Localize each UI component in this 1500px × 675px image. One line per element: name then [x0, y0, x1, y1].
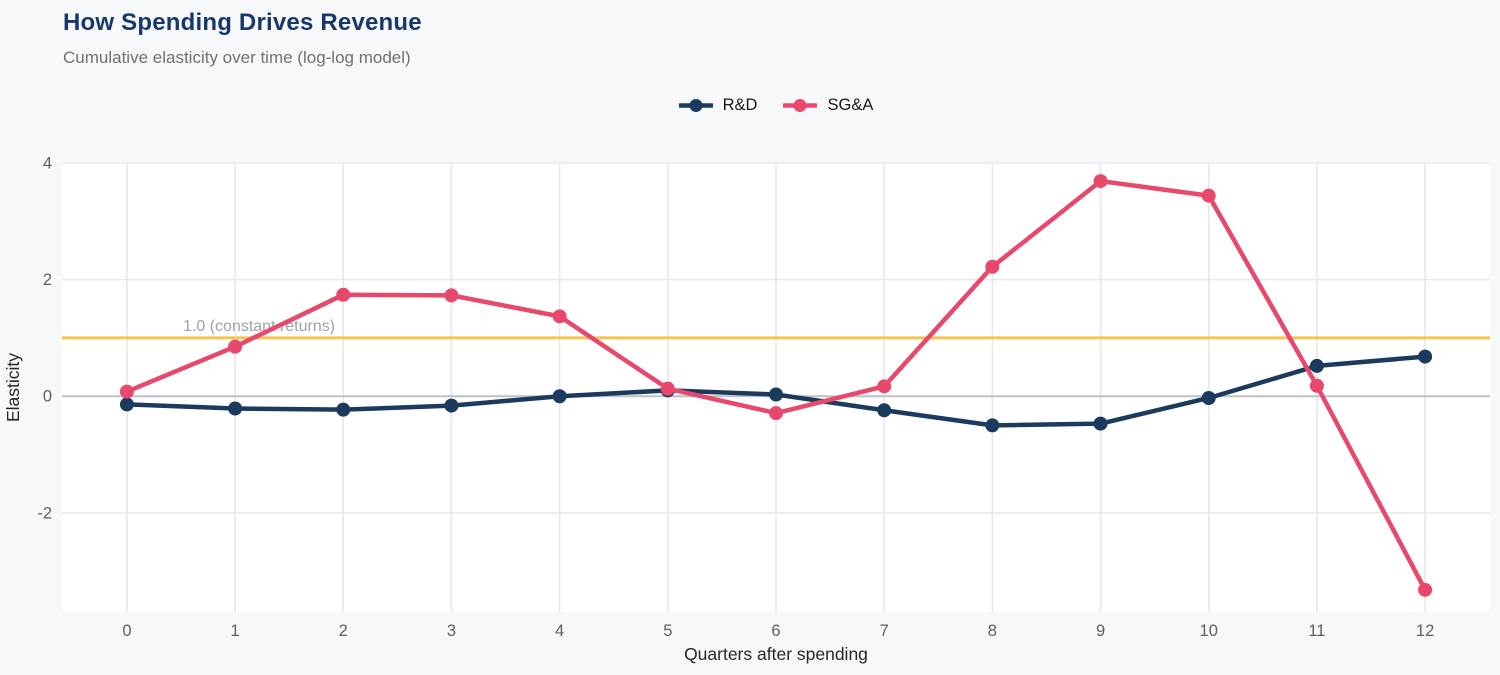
data-point-sga [985, 259, 1000, 274]
legend: R&D SG&A [62, 96, 1490, 115]
data-point-sga [119, 384, 134, 399]
x-tick-label: 2 [339, 622, 348, 640]
y-tick-label: -2 [37, 504, 52, 522]
data-point-rd [769, 387, 783, 402]
data-point-sga [444, 288, 459, 303]
data-point-sga [1201, 188, 1216, 203]
y-tick-label: 2 [43, 271, 52, 289]
data-point-rd [336, 402, 351, 417]
data-point-sga [336, 287, 351, 302]
data-point-sga [228, 339, 243, 354]
x-tick-label: 4 [555, 622, 564, 640]
data-point-sga [769, 406, 783, 421]
x-tick-label: 6 [771, 622, 780, 640]
data-point-sga [1309, 378, 1324, 393]
data-point-rd [119, 397, 134, 412]
data-point-rd [228, 401, 243, 416]
x-tick-label: 9 [1096, 622, 1105, 640]
x-tick-label: 1 [230, 622, 239, 640]
x-tick-label: 12 [1416, 622, 1434, 640]
data-point-rd [1309, 358, 1324, 373]
x-tick-label: 10 [1200, 622, 1218, 640]
data-point-rd [444, 398, 459, 413]
x-axis-title: Quarters after spending [684, 644, 868, 664]
y-axis-title: Elasticity [3, 353, 23, 422]
chart-subtitle: Cumulative elasticity over time (log-log… [63, 48, 411, 67]
data-point-sga [1093, 174, 1108, 189]
legend-line-marker-icon [783, 99, 818, 112]
legend-label: SG&A [827, 96, 874, 114]
data-point-rd [1201, 390, 1216, 405]
x-tick-label: 5 [663, 622, 672, 640]
data-point-sga [660, 381, 675, 396]
data-point-sga [1418, 582, 1433, 597]
data-point-rd [985, 418, 1000, 433]
data-point-rd [877, 403, 892, 418]
legend-item-sga[interactable]: SG&A [783, 96, 873, 115]
data-point-rd [552, 389, 567, 404]
legend-line-marker-icon [678, 99, 713, 112]
legend-item-rd[interactable]: R&D [678, 96, 758, 115]
y-tick-label: 0 [43, 388, 52, 406]
data-point-sga [877, 379, 892, 394]
data-point-rd [1093, 416, 1108, 431]
data-point-sga [552, 309, 567, 324]
x-tick-label: 11 [1308, 622, 1325, 640]
y-tick-label: 4 [43, 155, 52, 173]
legend-label: R&D [722, 96, 758, 114]
chart-title: How Spending Drives Revenue [63, 9, 422, 36]
reference-line-label: 1.0 (constant returns) [183, 318, 335, 335]
data-point-rd [1418, 349, 1433, 364]
x-tick-label: 8 [988, 622, 997, 640]
x-tick-label: 7 [880, 622, 889, 640]
x-tick-label: 0 [122, 622, 131, 640]
x-tick-label: 3 [447, 622, 456, 640]
